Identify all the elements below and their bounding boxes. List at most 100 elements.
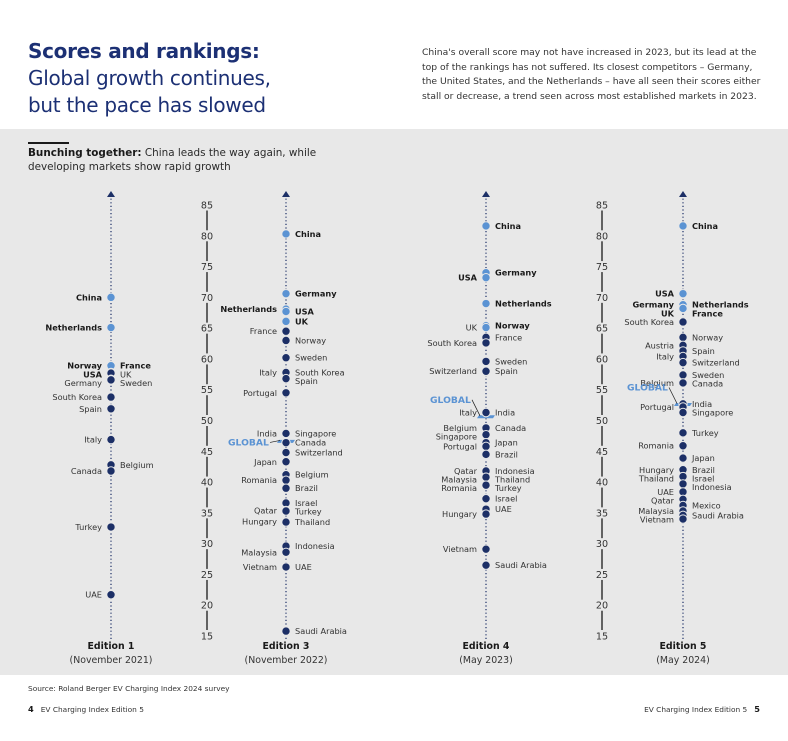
- data-point: [106, 522, 116, 532]
- y-tick-label: 85: [201, 201, 213, 212]
- data-point: [481, 544, 491, 554]
- data-point: [281, 352, 291, 363]
- y-tick-bg: [592, 445, 610, 457]
- y-tick-bg: [197, 568, 215, 580]
- divider-rule: [28, 142, 69, 144]
- point-label: Netherlands: [692, 300, 749, 310]
- point-label: Hungary: [639, 465, 674, 475]
- chart-subtitle-rest: China leads the way again, while develop…: [28, 147, 317, 173]
- point-label: South Korea: [295, 367, 345, 377]
- intro-paragraph: China's overall score may not have incre…: [422, 47, 761, 102]
- footer-title-left: EV Charging Index Edition 5: [40, 705, 144, 714]
- global-leader-line: [668, 387, 678, 404]
- point-label: Brazil: [495, 449, 518, 459]
- point-label: Indonesia: [495, 466, 535, 476]
- data-point: [481, 429, 491, 440]
- point-label: Turkey: [691, 428, 719, 438]
- point-label: Portugal: [640, 402, 674, 412]
- y-tick-label: 75: [596, 262, 608, 273]
- edition-date: (November 2021): [70, 655, 153, 666]
- y-tick-bg: [592, 568, 610, 580]
- rankings-chart: 85 80 75 70 65 60 55 50 45 40 35 30 25 20 15 85 80 75 70 65…: [45, 191, 749, 666]
- point-label: Sweden: [495, 356, 527, 366]
- point-label: Germany: [495, 268, 537, 278]
- y-tick-bg: [592, 415, 610, 426]
- point-label: Israel: [692, 473, 714, 483]
- data-point: [281, 517, 291, 527]
- point-label: USA: [83, 369, 103, 379]
- point-label: Italy: [259, 367, 277, 377]
- point-label: Indonesia: [692, 482, 732, 492]
- data-point: [678, 221, 688, 231]
- edition-date: (May 2024): [656, 655, 710, 666]
- point-label: UAE: [495, 504, 512, 514]
- point-label: Turkey: [74, 522, 102, 532]
- page-subtitle-line-2: but the pace has slowed: [28, 93, 266, 117]
- point-label: Austria: [645, 340, 674, 350]
- data-point: [481, 272, 491, 283]
- y-tick-label: 85: [596, 201, 608, 212]
- data-point: [481, 560, 491, 570]
- point-label: Turkey: [294, 507, 322, 517]
- y-tick-label: 60: [596, 354, 608, 365]
- point-label: Malaysia: [638, 506, 674, 516]
- y-tick-bg: [197, 384, 215, 396]
- point-label: France: [120, 361, 151, 371]
- y-tick-label: 40: [596, 478, 608, 489]
- data-point: [106, 590, 116, 600]
- point-label: South Korea: [427, 338, 477, 348]
- data-point: [106, 322, 116, 333]
- point-label: Thailand: [638, 473, 674, 483]
- y-tick-bg: [592, 384, 610, 396]
- point-label: UAE: [85, 590, 102, 600]
- y-tick-label: 20: [201, 601, 213, 612]
- footer-right: EV Charging Index Edition 5 5: [644, 704, 760, 714]
- arrow-up-icon: [107, 191, 115, 197]
- edition-name: Edition 5: [660, 641, 707, 652]
- point-label: China: [495, 221, 521, 231]
- y-tick-label: 55: [201, 385, 213, 396]
- page-title: Scores and rankings:: [28, 39, 260, 63]
- point-label: Saudi Arabia: [295, 626, 347, 636]
- data-point: [678, 332, 688, 343]
- data-point: [481, 221, 491, 231]
- data-point: [281, 547, 291, 557]
- data-point: [281, 626, 291, 636]
- point-label: Turkey: [494, 483, 522, 493]
- y-tick-bg: [592, 322, 610, 334]
- data-point: [106, 392, 116, 402]
- data-point: [481, 366, 491, 376]
- y-tick-bg: [197, 230, 215, 242]
- point-label: Switzerland: [692, 358, 740, 368]
- data-point: [481, 449, 491, 460]
- data-point: [281, 306, 291, 317]
- point-label: Netherlands: [495, 299, 552, 309]
- data-point: [281, 437, 291, 448]
- y-tick-label: 25: [201, 570, 213, 581]
- point-label: India: [495, 407, 515, 417]
- data-point: [106, 404, 116, 414]
- point-label: Qatar: [254, 505, 278, 515]
- y-tick-label: 55: [596, 385, 608, 396]
- data-point: [678, 441, 688, 451]
- data-point: [481, 509, 491, 519]
- point-label: Spain: [495, 366, 518, 376]
- point-label: Spain: [692, 346, 715, 356]
- data-point: [678, 357, 688, 368]
- point-label: Switzerland: [295, 448, 343, 458]
- data-point: [678, 303, 688, 314]
- edition-name: Edition 4: [463, 641, 510, 652]
- data-point: [281, 506, 291, 516]
- footer-left: 4 EV Charging Index Edition 5: [28, 704, 144, 714]
- point-label: Sweden: [120, 378, 152, 388]
- data-point: [481, 441, 491, 452]
- y-tick-label: 70: [201, 293, 213, 304]
- point-label: France: [495, 332, 522, 342]
- point-label: Switzerland: [429, 366, 477, 376]
- data-point: [481, 322, 491, 333]
- chart-subtitle-bold: Bunching together:: [28, 147, 142, 159]
- point-label: Spain: [295, 376, 318, 386]
- data-point: [678, 378, 688, 388]
- y-tick-bg: [592, 507, 610, 519]
- point-label: Mexico: [692, 500, 721, 510]
